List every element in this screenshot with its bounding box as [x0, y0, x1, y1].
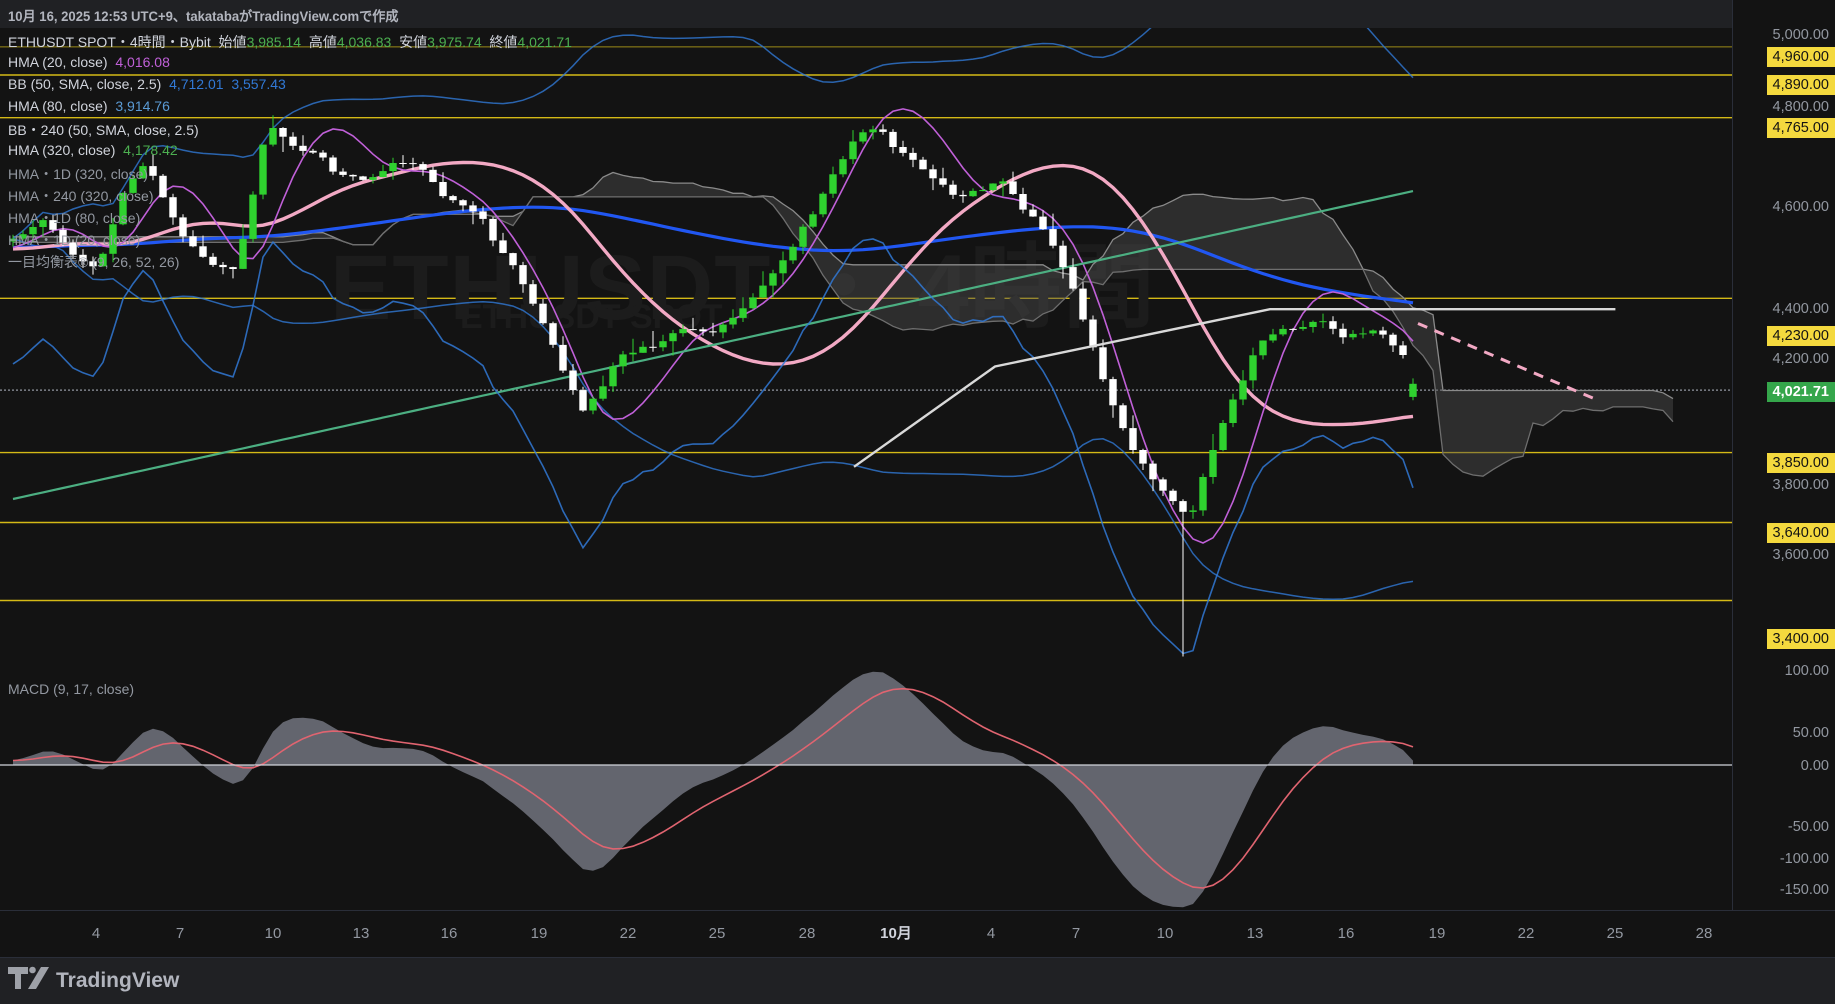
svg-text:28: 28 — [1696, 925, 1713, 942]
svg-text:13: 13 — [1247, 925, 1264, 942]
svg-text:10月: 10月 — [880, 925, 912, 942]
svg-text:4: 4 — [987, 925, 995, 942]
svg-text:7: 7 — [176, 925, 184, 942]
svg-text:25: 25 — [709, 925, 726, 942]
svg-text:13: 13 — [353, 925, 370, 942]
svg-text:4: 4 — [92, 925, 100, 942]
svg-text:19: 19 — [1429, 925, 1446, 942]
svg-text:10: 10 — [265, 925, 282, 942]
svg-text:19: 19 — [531, 925, 548, 942]
svg-text:TradingView: TradingView — [56, 969, 180, 992]
svg-text:16: 16 — [441, 925, 458, 942]
svg-text:7: 7 — [1072, 925, 1080, 942]
svg-text:28: 28 — [799, 925, 816, 942]
svg-text:16: 16 — [1338, 925, 1355, 942]
svg-text:10: 10 — [1157, 925, 1174, 942]
svg-text:22: 22 — [1518, 925, 1535, 942]
svg-text:25: 25 — [1607, 925, 1624, 942]
svg-text:22: 22 — [620, 925, 637, 942]
